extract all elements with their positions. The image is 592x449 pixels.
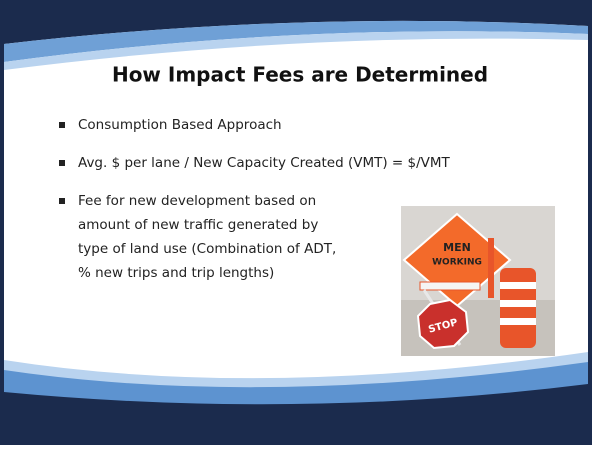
bullet-text: Consumption Based Approach <box>78 117 282 133</box>
title: How Impact Fees are Determined <box>112 63 488 87</box>
page: How Impact Fees are Determined Consumpti… <box>0 0 592 445</box>
bullet-text: Fee for new development based on <box>78 193 316 209</box>
bullet-text: Avg. $ per lane / New Capacity Created (… <box>78 155 451 171</box>
bullet-marker <box>59 198 65 204</box>
bullet-text: amount of new traffic generated by <box>78 217 318 233</box>
sign-text: MEN <box>443 241 471 254</box>
work-zone-image: MEN WORKING STOP <box>401 206 555 356</box>
bullet-marker <box>59 160 65 166</box>
sign-text: WORKING <box>432 258 482 268</box>
bullet-text: type of land use (Combination of ADT, <box>78 241 336 257</box>
bullet-marker <box>59 122 65 128</box>
slide: How Impact Fees are Determined Consumpti… <box>0 0 592 445</box>
bullet-text: % new trips and trip lengths) <box>78 265 274 281</box>
